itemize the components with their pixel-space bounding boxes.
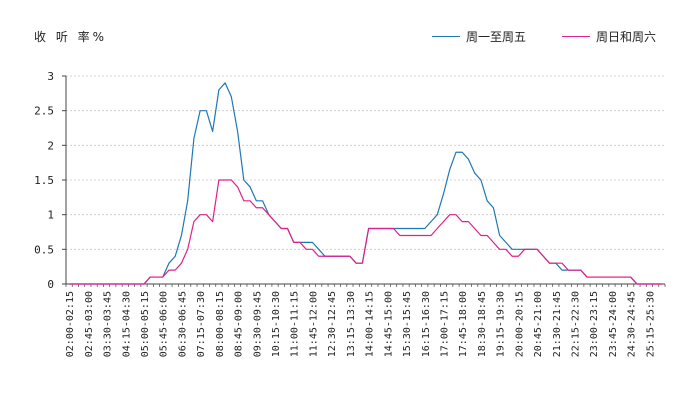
y-tick-label: 1 (47, 209, 54, 222)
x-tick-label: 08:00-08:15 (215, 291, 226, 357)
x-tick-labels: 02:00-02:15 02:45-03:00 03:30-03:45 04:15-0… (65, 291, 656, 357)
x-tick-label: 17:00-17:15 (439, 291, 450, 357)
x-tick-label: 06:30-06:45 (177, 291, 188, 357)
y-tick-label: 1.5 (34, 174, 54, 187)
x-tick-label: 25:15-25:30 (645, 291, 656, 357)
x-tick-label: 03:30-03:45 (103, 291, 114, 357)
y-tick-labels: 0 0.5 1 1.5 2 2.5 3 (34, 70, 54, 291)
x-tick-label: 10:15-10:30 (271, 291, 282, 357)
x-tick-label: 17:45-18:00 (458, 291, 469, 357)
legend-item-weekend: 周日和周六 (562, 28, 656, 45)
x-tick-label: 16:15-16:30 (421, 291, 432, 357)
x-tick-label: 11:00-11:15 (290, 291, 301, 357)
x-tick-label: 04:15-04:30 (121, 291, 132, 357)
x-tick-label: 15:30-15:45 (402, 291, 413, 357)
x-tick-label: 20:45-21:00 (533, 291, 544, 357)
x-tick-label: 14:45-15:00 (383, 291, 394, 357)
grid-lines (66, 75, 665, 250)
legend-swatch-weekday (432, 36, 460, 37)
x-tick-label: 09:30-09:45 (252, 291, 263, 357)
x-tick-label: 07:15-07:30 (196, 291, 207, 357)
x-tick-label: 23:45-24:00 (608, 291, 619, 357)
x-tick-label: 20:00-20:15 (514, 291, 525, 357)
x-tick-label: 19:15-19:30 (496, 291, 507, 357)
x-tick-label: 05:00-05:15 (140, 291, 151, 357)
y-tick-label: 0.5 (34, 243, 54, 256)
legend-item-weekday: 周一至周五 (432, 28, 526, 45)
x-tick-label: 02:00-02:15 (65, 291, 76, 357)
x-tick-label: 18:30-18:45 (477, 291, 488, 357)
legend-label-weekday: 周一至周五 (466, 30, 527, 44)
x-tick-label: 05:45-06:00 (159, 291, 170, 357)
series-line-weekday (69, 82, 662, 285)
x-tick-label: 11:45-12:00 (308, 291, 319, 357)
x-tick-label: 24:30-24:45 (627, 291, 638, 357)
y-tick-label: 2 (47, 139, 54, 152)
y-axis-label: 收 听 率% (34, 30, 108, 44)
y-tick-label: 2.5 (34, 105, 54, 118)
x-tick-label: 22:15-22:30 (571, 291, 582, 357)
x-tick-label: 12:30-12:45 (327, 291, 338, 357)
x-tick-label: 23:00-23:15 (589, 291, 600, 357)
x-tick-label: 14:00-14:15 (365, 291, 376, 357)
series-line-weekend (69, 179, 662, 285)
x-tick-label: 21:30-21:45 (552, 291, 563, 357)
legend-swatch-weekend (562, 36, 590, 37)
legend-label-weekend: 周日和周六 (596, 30, 657, 44)
x-tick-label: 02:45-03:00 (84, 291, 95, 357)
y-tick-label: 0 (47, 278, 54, 291)
x-tick-label: 08:45-09:00 (234, 291, 245, 357)
y-tick-label: 3 (47, 70, 54, 83)
x-tick-label: 13:15-13:30 (346, 291, 357, 357)
series-lines (69, 82, 662, 285)
